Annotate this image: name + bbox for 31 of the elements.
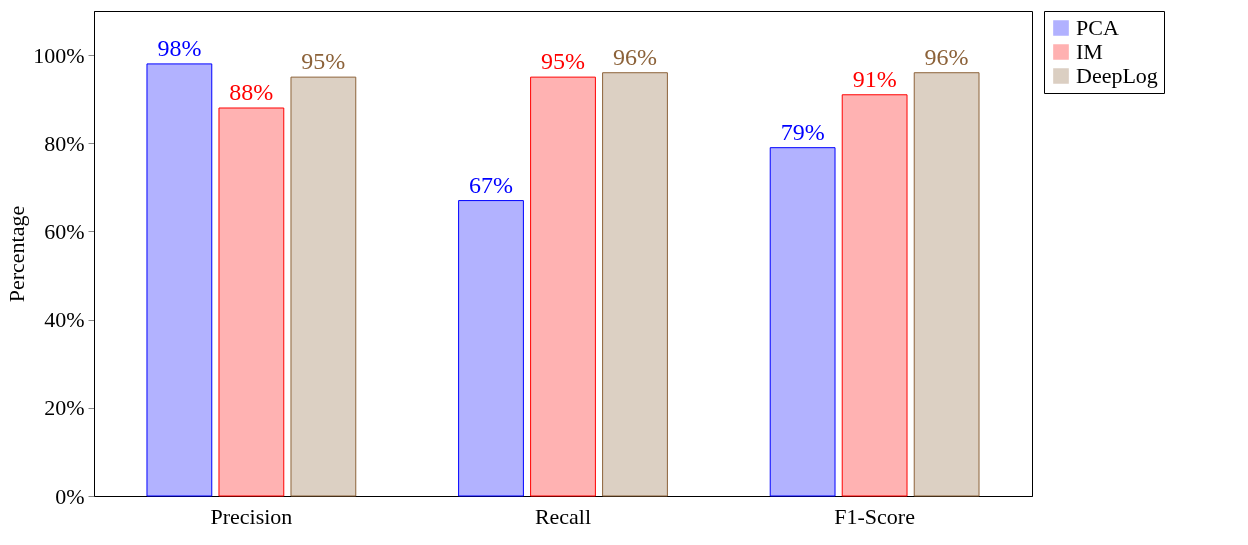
data-label: 95%	[301, 48, 346, 75]
bar	[602, 72, 668, 497]
bar	[290, 76, 357, 497]
bar	[530, 76, 596, 497]
data-label: 67%	[469, 171, 513, 198]
data-label: 88%	[229, 79, 274, 105]
x-tick-label: Precision	[210, 503, 293, 529]
data-label: 91%	[852, 65, 897, 92]
y-tick-label: 20%	[44, 395, 85, 421]
y-axis-title: Percentage	[4, 205, 30, 303]
bar	[146, 63, 213, 497]
data-label: 98%	[157, 34, 202, 61]
y-tick-label: 80%	[44, 130, 85, 156]
legend-label: PCA	[1076, 15, 1119, 40]
y-tick-label: 100%	[33, 42, 85, 68]
data-label: 96%	[924, 43, 969, 70]
data-label: 95%	[541, 48, 585, 75]
legend-label: DeepLog	[1076, 63, 1158, 88]
bar	[218, 107, 285, 497]
x-tick-label: F1-Score	[834, 503, 915, 529]
y-tick-label: 60%	[44, 218, 85, 244]
y-tick-label: 40%	[44, 307, 85, 333]
y-tick-label: 0%	[55, 483, 85, 509]
data-label: 79%	[780, 118, 825, 145]
bar	[458, 200, 524, 497]
data-label: 96%	[613, 43, 657, 70]
legend-label: IM	[1076, 39, 1103, 64]
bar	[769, 147, 836, 497]
bar	[841, 94, 908, 497]
bar	[913, 72, 980, 497]
x-tick-label: Recall	[534, 503, 592, 529]
